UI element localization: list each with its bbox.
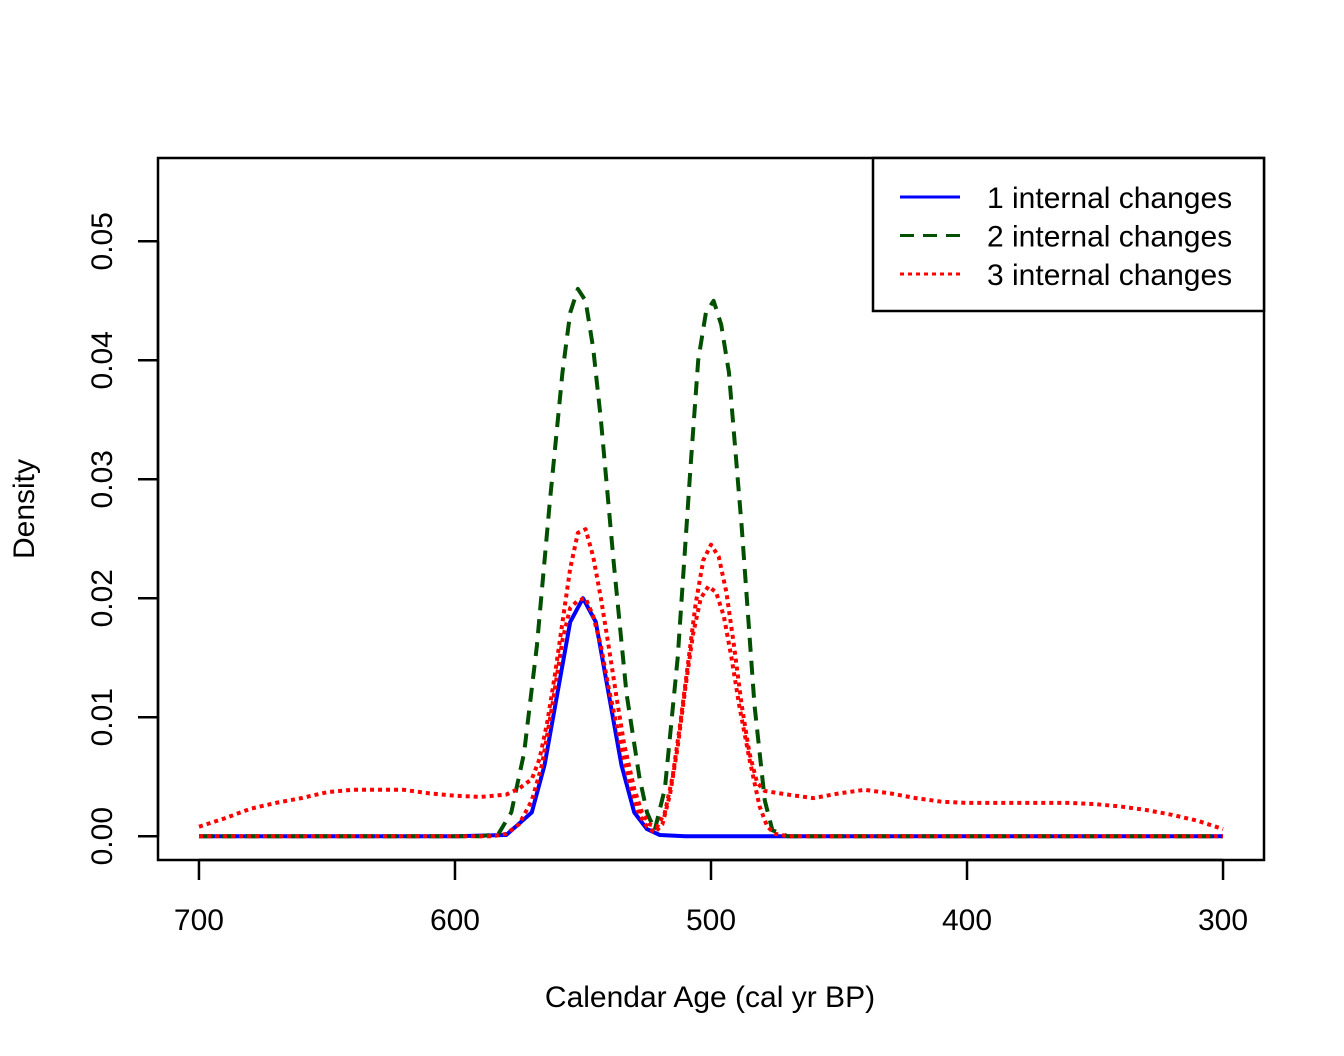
y-tick-label: 0.04 <box>86 331 119 389</box>
x-axis-title: Calendar Age (cal yr BP) <box>545 981 875 1014</box>
series-line-4 <box>199 584 1223 839</box>
y-tick-label: 0.00 <box>86 807 119 865</box>
series-line-2 <box>199 286 1223 839</box>
x-tick-label: 700 <box>174 904 224 937</box>
legend-label: 1 internal changes <box>987 182 1232 215</box>
x-tick-label: 300 <box>1198 904 1248 937</box>
y-axis: 0.00 0.01 0.02 0.03 0.04 0.05 <box>86 212 160 865</box>
y-tick-label: 0.01 <box>86 688 119 746</box>
legend-box <box>871 156 1266 313</box>
legend-label: 3 internal changes <box>987 259 1232 292</box>
x-tick-label: 500 <box>686 904 736 937</box>
x-tick-label: 400 <box>942 904 992 937</box>
series-layer <box>198 286 1224 839</box>
series-line-3 <box>198 527 1224 832</box>
legend-label: 2 internal changes <box>987 221 1232 254</box>
y-tick-label: 0.03 <box>86 450 119 508</box>
legend: 1 internal changes 2 internal changes 3 in… <box>871 156 1266 313</box>
y-axis-title: Density <box>8 459 41 559</box>
x-axis: 700 600 500 400 300 <box>174 858 1248 937</box>
y-tick-label: 0.02 <box>86 569 119 627</box>
x-tick-label: 600 <box>430 904 480 937</box>
y-tick-label: 0.05 <box>86 212 119 270</box>
